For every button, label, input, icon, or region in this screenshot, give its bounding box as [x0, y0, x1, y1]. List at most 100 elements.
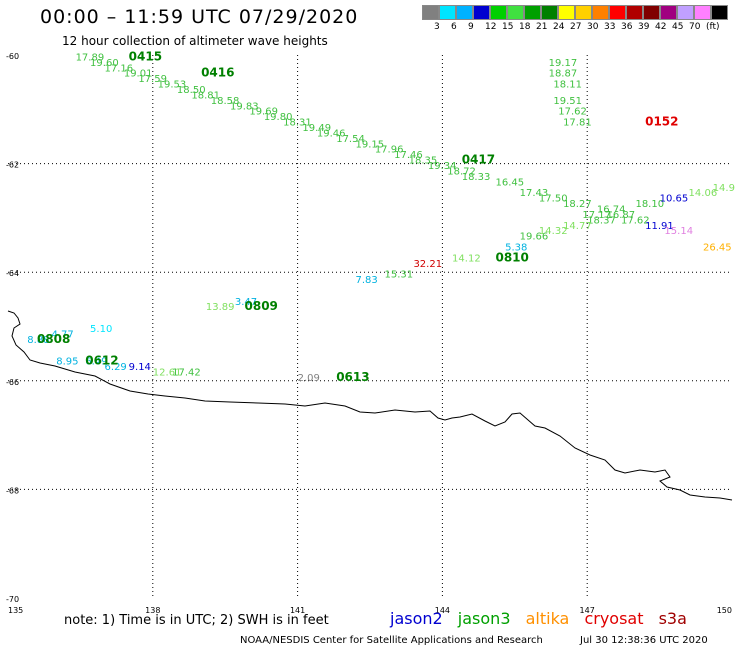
- legend-swatch: [422, 5, 439, 20]
- legend-label: 9: [468, 22, 474, 32]
- swh-observation: 14.77: [563, 221, 592, 232]
- legend-swatch: [609, 5, 626, 20]
- swh-observation: 19.15: [356, 139, 385, 150]
- legend-swatch: [541, 5, 558, 20]
- antarctic-coastline: [7, 310, 733, 501]
- legend-label: 3: [434, 22, 440, 32]
- lon-tick-label: 141: [290, 606, 305, 615]
- swh-observation: 19.17: [549, 58, 578, 69]
- swh-observation: 18.31: [283, 118, 312, 129]
- swh-observation: 6.29: [105, 362, 127, 373]
- map-subtitle: 12 hour collection of altimeter wave hei…: [62, 34, 328, 48]
- satellite-altika: altika: [525, 609, 570, 628]
- swh-observation: 14.32: [539, 226, 568, 237]
- legend-label: 45: [672, 22, 684, 32]
- swh-observation: 17.89: [76, 52, 105, 63]
- swh-observation: 3.47: [235, 297, 257, 308]
- legend-swatch: [439, 5, 456, 20]
- swh-observation: 19.01: [124, 69, 153, 80]
- swh-observation: 5.10: [90, 324, 112, 335]
- swh-observation: 18.87: [549, 69, 578, 80]
- lon-tick-label: 147: [580, 606, 595, 615]
- swh-observation: 7.83: [356, 275, 378, 286]
- legend-swatch: [558, 5, 575, 20]
- map-title: 00:00 – 11:59 UTC 07/29/2020: [40, 6, 359, 28]
- swh-observation: 18.33: [462, 172, 491, 183]
- legend-label: 21: [536, 22, 548, 32]
- swh-observation: 4.77: [51, 329, 73, 340]
- pass-time-label: 0415: [129, 49, 162, 63]
- lat-tick-label: -62: [6, 161, 19, 170]
- swh-observation: 8.88: [27, 335, 49, 346]
- swh-observation: 18.27: [563, 199, 592, 210]
- legend-swatches: [422, 5, 740, 20]
- swh-observation: 17.62: [621, 215, 650, 226]
- swh-observation: 26.45: [703, 242, 732, 253]
- swh-observation: 18.37: [587, 215, 616, 226]
- grid-lines: [8, 55, 732, 598]
- lon-tick-label: 150: [717, 606, 732, 615]
- swh-observation: 17.16: [105, 63, 134, 74]
- legend-label: 42: [655, 22, 667, 32]
- swh-observation: 18.11: [553, 80, 582, 91]
- swh-observation: 14.12: [452, 253, 481, 264]
- swh-observation: 17.62: [558, 107, 587, 118]
- legend-label: (ft): [706, 22, 720, 32]
- legend-swatch: [626, 5, 643, 20]
- swh-observation: 16.45: [495, 177, 524, 188]
- pass-time-label: 0810: [495, 250, 528, 264]
- swh-observation: 19.69: [249, 107, 278, 118]
- lat-tick-label: -60: [6, 52, 19, 61]
- lon-tick-label: 135: [8, 606, 23, 615]
- lat-tick-label: -70: [6, 595, 19, 604]
- swh-observation: 19.80: [264, 112, 293, 123]
- legend-label: 15: [502, 22, 514, 32]
- pass-labels-layer: 0415 0416 0417 0152 0810 0809 0808 0612 0613: [37, 49, 679, 383]
- lon-tick-label: 138: [145, 606, 160, 615]
- legend-swatch: [490, 5, 507, 20]
- swh-observation: 18.50: [177, 85, 206, 96]
- swh-observation: 17.50: [539, 194, 568, 205]
- swh-observation: 8.95: [56, 357, 78, 368]
- swh-observation: 6.49: [85, 357, 107, 368]
- legend-swatch: [677, 5, 694, 20]
- swh-observation: 19.49: [302, 123, 331, 134]
- swh-observation: 10.65: [660, 194, 689, 205]
- legend-label: 33: [604, 22, 616, 32]
- lat-tick-label: -64: [6, 269, 19, 278]
- legend-label: 36: [621, 22, 633, 32]
- swh-observation: 18.58: [211, 96, 240, 107]
- satellite-legend: jason2 jason3 altika cryosat s3a: [390, 609, 697, 628]
- swh-observation: 19.34: [428, 161, 457, 172]
- swh-observation: 19.51: [553, 96, 582, 107]
- generation-timestamp: Jul 30 12:38:36 UTC 2020: [580, 635, 708, 646]
- legend-label: 24: [553, 22, 565, 32]
- axis-labels: -60 -62 -64 -66 -68 -70 135 138 141 144 147 150: [6, 52, 732, 615]
- swh-observation: 15.14: [664, 226, 693, 237]
- swh-observation: 15.31: [384, 270, 413, 281]
- legend-swatch: [575, 5, 592, 20]
- swh-observation: 18.72: [447, 166, 476, 177]
- satellite-cryosat: cryosat: [584, 609, 644, 628]
- swh-observation: 17.43: [520, 188, 549, 199]
- legend-label: 39: [638, 22, 650, 32]
- swh-observation: 19.83: [230, 101, 259, 112]
- swh-observation: 19.53: [158, 80, 187, 91]
- swh-observation: 17.17: [582, 210, 611, 221]
- swh-observation: 17.54: [336, 134, 365, 145]
- swh-observation: 18.35: [409, 156, 438, 167]
- swh-observation: 14.9: [713, 183, 735, 194]
- credit-line: NOAA/NESDIS Center for Satellite Applica…: [240, 635, 543, 646]
- legend-swatch: [711, 5, 728, 20]
- swh-observation: 13.89: [206, 302, 235, 313]
- legend-swatch: [660, 5, 677, 20]
- swh-observation: 2.09: [298, 373, 320, 384]
- swh-observation: 17.81: [563, 118, 592, 129]
- legend-label: 6: [451, 22, 457, 32]
- satellite-jason3: jason3: [457, 609, 511, 628]
- pass-time-label: 0417: [462, 153, 495, 167]
- legend-label: 30: [587, 22, 599, 32]
- pass-time-label: 0808: [37, 332, 70, 346]
- footer-note: note: 1) Time is in UTC; 2) SWH is in fe…: [64, 613, 329, 628]
